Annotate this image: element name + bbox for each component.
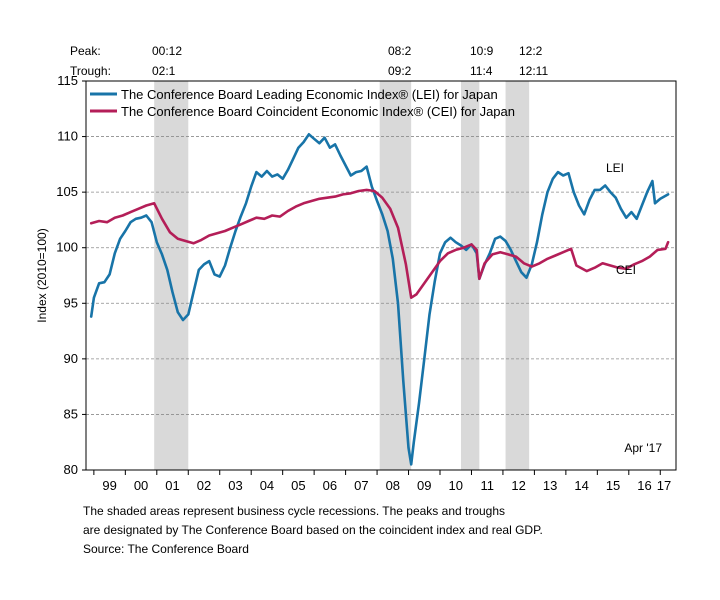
- peak-date-1: 00:12: [152, 44, 182, 58]
- series-label-cei: CEI: [616, 263, 636, 277]
- trough-date-3: 11:4: [470, 64, 493, 78]
- trough-row-label: Trough:: [70, 64, 111, 78]
- y-axis-title: Index (2010=100): [35, 228, 49, 322]
- plot-frame: [85, 80, 677, 471]
- x-tick-label-14: 14: [574, 478, 588, 493]
- y-tick-label-100: 100: [56, 240, 78, 255]
- date-annotation: Apr '17: [624, 441, 662, 455]
- trough-date-4: 12:11: [519, 64, 548, 78]
- series-line-lei: [89, 133, 670, 466]
- footer-source: Source: The Conference Board: [83, 542, 249, 556]
- legend-entry-cei: The Conference Board Coincident Economic…: [121, 104, 515, 119]
- y-tick-label-80: 80: [64, 462, 78, 477]
- recession-band-1: [154, 81, 189, 470]
- x-tick-label-02: 02: [197, 478, 211, 493]
- x-tick-label-15: 15: [606, 478, 620, 493]
- y-tick-label-95: 95: [64, 295, 78, 310]
- y-tick-label-85: 85: [64, 406, 78, 421]
- x-tick-label-04: 04: [260, 478, 274, 493]
- x-tick-label-03: 03: [228, 478, 242, 493]
- trough-date-1: 02:1: [152, 64, 176, 78]
- peak-date-2: 08:2: [388, 44, 412, 58]
- x-tick-label-00: 00: [134, 478, 148, 493]
- recession-band-3: [460, 81, 480, 470]
- x-tick-label-99: 99: [102, 478, 116, 493]
- peak-row-label: Peak:: [70, 44, 101, 58]
- x-tick-label-11: 11: [480, 478, 494, 493]
- x-tick-label-08: 08: [386, 478, 400, 493]
- series-label-lei: LEI: [606, 161, 624, 175]
- y-tick-label-90: 90: [64, 351, 78, 366]
- x-tick-label-09: 09: [417, 478, 431, 493]
- x-tick-label-05: 05: [291, 478, 305, 493]
- series-line-cei: [89, 188, 670, 299]
- x-tick-label-01: 01: [165, 478, 179, 493]
- footer-note-line-2: are designated by The Conference Board b…: [83, 523, 543, 537]
- trough-date-2: 09:2: [388, 64, 412, 78]
- x-tick-label-13: 13: [543, 478, 557, 493]
- x-tick-label-12: 12: [511, 478, 525, 493]
- recession-band-4: [505, 81, 530, 470]
- x-tick-label-10: 10: [448, 478, 462, 493]
- x-tick-label-07: 07: [354, 478, 368, 493]
- peak-date-3: 10:9: [470, 44, 494, 58]
- y-tick-label-115: 115: [57, 73, 78, 88]
- y-tick-label-110: 110: [57, 129, 78, 144]
- x-tick-label-16: 16: [637, 478, 651, 493]
- peak-date-4: 12:2: [519, 44, 543, 58]
- legend-entry-lei: The Conference Board Leading Economic In…: [121, 87, 498, 102]
- footer-note-line-1: The shaded areas represent business cycl…: [83, 504, 506, 518]
- x-tick-label-06: 06: [323, 478, 337, 493]
- x-tick-label-17: 17: [657, 478, 671, 493]
- y-tick-label-105: 105: [56, 184, 78, 199]
